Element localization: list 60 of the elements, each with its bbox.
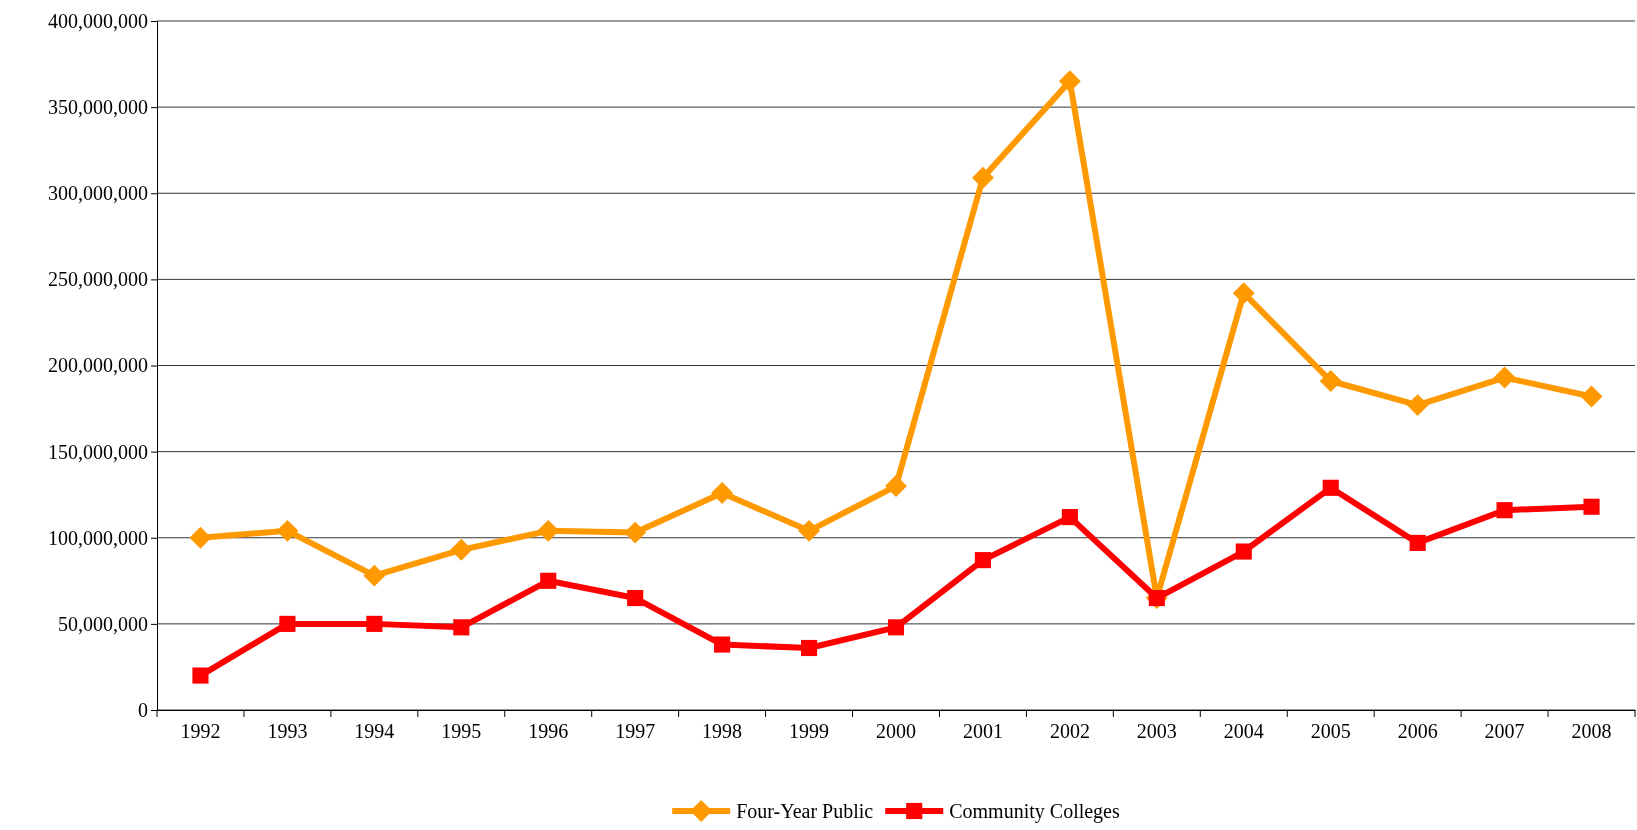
point	[279, 615, 296, 632]
y-tick-label: 400,000,000	[48, 9, 148, 32]
y-tick-label: 350,000,000	[48, 96, 148, 119]
y-tick-label: 250,000,000	[48, 268, 148, 291]
point	[537, 519, 560, 542]
point	[1583, 498, 1600, 515]
point	[1409, 534, 1426, 551]
point	[1406, 394, 1429, 417]
point	[540, 572, 557, 589]
point	[1232, 282, 1255, 305]
x-tick-label: 2005	[1310, 720, 1351, 743]
x-tick-label: 2001	[962, 720, 1003, 743]
y-tick-label: 0	[138, 698, 148, 721]
point	[1580, 385, 1603, 408]
point	[450, 538, 473, 561]
x-tick-label: 1992	[180, 720, 221, 743]
x-tick-label: 1999	[789, 720, 830, 743]
x-tick-label: 2004	[1223, 720, 1264, 743]
point	[1058, 70, 1081, 93]
point	[1322, 479, 1339, 496]
point	[971, 166, 994, 189]
x-tick-label: 2008	[1571, 720, 1612, 743]
point	[711, 482, 734, 504]
point	[192, 667, 209, 684]
point	[801, 639, 818, 657]
y-tick-label: 150,000,000	[48, 440, 148, 463]
point	[363, 564, 386, 587]
x-tick-label: 1995	[441, 720, 482, 743]
legend-label: Community Colleges	[949, 800, 1120, 823]
point	[885, 475, 907, 498]
y-tick-label: 200,000,000	[48, 354, 148, 377]
point	[453, 619, 470, 636]
point	[189, 526, 212, 549]
point	[366, 615, 383, 632]
x-tick-label: 1998	[702, 720, 743, 743]
y-tick-label: 100,000,000	[48, 526, 148, 549]
point	[1319, 370, 1342, 392]
point	[276, 519, 299, 542]
point	[974, 552, 991, 569]
point	[1235, 543, 1252, 560]
point	[627, 589, 644, 607]
point	[1496, 502, 1513, 519]
x-tick-label: 1994	[354, 720, 395, 743]
y-tick-label: 50,000,000	[58, 612, 148, 635]
point	[1493, 366, 1516, 389]
point	[798, 519, 821, 542]
x-tick-label: 2007	[1484, 720, 1525, 743]
x-tick-label: 1996	[528, 720, 569, 743]
x-tick-label: 2006	[1397, 720, 1438, 743]
point	[887, 619, 905, 636]
point	[624, 521, 647, 544]
point	[1061, 509, 1078, 526]
x-tick-label: 1997	[615, 720, 656, 743]
y-tick-label: 300,000,000	[48, 182, 148, 205]
x-tick-label: 2003	[1136, 720, 1177, 743]
point	[714, 636, 731, 653]
x-tick-label: 1993	[267, 720, 308, 743]
x-tick-label: 2000	[876, 720, 916, 743]
legend-label: Four-Year Public	[736, 800, 874, 822]
x-tick-label: 2002	[1049, 720, 1090, 743]
